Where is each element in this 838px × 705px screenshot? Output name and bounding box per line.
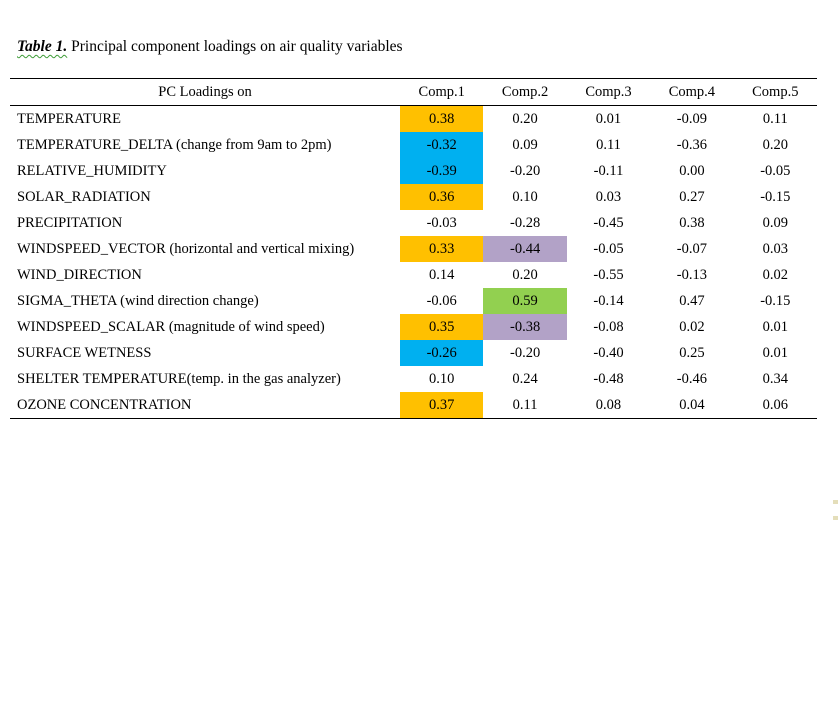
- loading-value-cell: -0.44: [483, 236, 567, 262]
- loading-value-cell: 0.38: [679, 215, 705, 231]
- col-header-comp1: Comp.1: [418, 83, 465, 100]
- loading-value-cell: 0.38: [400, 106, 484, 132]
- loading-value-cell: 0.04: [679, 397, 705, 413]
- loading-value-cell: 0.14: [429, 267, 455, 283]
- loading-value-cell: 0.25: [679, 345, 705, 361]
- loading-value-cell: -0.48: [593, 371, 624, 387]
- row-label: SIGMA_THETA (wind direction change): [17, 293, 259, 309]
- table-row: OZONE CONCENTRATION 0.37 0.11 0.08 0.04 0.06: [10, 392, 817, 418]
- loading-value-cell: -0.15: [760, 189, 791, 205]
- loading-value-cell: 0.11: [596, 137, 621, 153]
- loading-value-cell: -0.55: [593, 267, 624, 283]
- row-label: WINDSPEED_VECTOR (horizontal and vertica…: [17, 241, 355, 257]
- loading-value-cell: 0.59: [483, 288, 567, 314]
- loading-value-cell: -0.05: [760, 163, 791, 179]
- loading-value-cell: -0.20: [509, 163, 541, 179]
- loading-value-cell: 0.03: [762, 241, 788, 257]
- loading-value-cell: -0.11: [593, 163, 624, 179]
- table-row: WINDSPEED_SCALAR (magnitude of wind spee…: [10, 314, 817, 340]
- loading-value-cell: 0.01: [762, 319, 788, 335]
- table-caption-text: Principal component loadings on air qual…: [67, 38, 403, 55]
- row-label: WINDSPEED_SCALAR (magnitude of wind spee…: [17, 319, 325, 335]
- loading-value-cell: -0.09: [676, 111, 707, 127]
- loading-value-cell: 0.02: [679, 319, 705, 335]
- loading-value-cell: 0.34: [762, 371, 788, 387]
- loading-value-cell: -0.20: [509, 345, 541, 361]
- row-label: SHELTER TEMPERATURE(temp. in the gas ana…: [17, 371, 341, 387]
- table-row: TEMPERATURE_DELTA (change from 9am to 2p…: [10, 132, 817, 158]
- loading-value-cell: 0.09: [762, 215, 788, 231]
- loading-value-cell: 0.09: [512, 137, 538, 153]
- loading-value-cell: 0.27: [679, 189, 705, 205]
- loading-value-cell: 0.10: [429, 371, 455, 387]
- table-row: SHELTER TEMPERATURE(temp. in the gas ana…: [10, 366, 817, 392]
- loading-value-cell: 0.37: [400, 392, 484, 418]
- table-row: SOLAR_RADIATION 0.36 0.10 0.03 0.27 -0.15: [10, 184, 817, 210]
- loading-value-cell: 0.11: [512, 397, 538, 413]
- row-label: SOLAR_RADIATION: [17, 189, 151, 205]
- loading-value-cell: -0.40: [593, 345, 624, 361]
- loading-value-cell: 0.36: [400, 184, 484, 210]
- loading-value-cell: 0.20: [512, 111, 538, 127]
- loading-value-cell: -0.08: [593, 319, 624, 335]
- loading-value-cell: 0.01: [762, 345, 788, 361]
- loading-value-cell: -0.14: [593, 293, 624, 309]
- loading-value-cell: -0.06: [426, 293, 457, 309]
- table-row: WIND_DIRECTION 0.14 0.20 -0.55 -0.13 0.02: [10, 262, 817, 288]
- loading-value-cell: 0.35: [400, 314, 484, 340]
- loading-value-cell: 0.47: [679, 293, 705, 309]
- loading-value-cell: 0.24: [512, 371, 538, 387]
- row-label: PRECIPITATION: [17, 215, 123, 231]
- loading-value-cell: -0.05: [593, 241, 624, 257]
- col-header-comp5: Comp.5: [752, 83, 799, 100]
- row-label: TEMPERATURE: [17, 111, 121, 127]
- loading-value-cell: 0.08: [595, 397, 622, 413]
- loading-value-cell: 0.00: [679, 163, 705, 179]
- loading-value-cell: -0.07: [676, 241, 707, 257]
- row-label: SURFACE WETNESS: [17, 345, 152, 361]
- loading-value-cell: -0.15: [760, 293, 791, 309]
- loading-value-cell: 0.03: [595, 189, 622, 205]
- loading-value-cell: 0.20: [512, 267, 538, 283]
- loading-value-cell: -0.45: [593, 215, 624, 231]
- table-row: RELATIVE_HUMIDITY -0.39 -0.20 -0.11 0.00 -0.0…: [10, 158, 817, 184]
- table-body: TEMPERATURE 0.38 0.20 0.01 -0.09 0.11 TEMPERAT…: [10, 106, 817, 418]
- pc-loadings-table: PC Loadings on Comp.1 Comp.2 Comp.3 Comp…: [10, 78, 817, 419]
- loading-value-cell: 0.06: [762, 397, 788, 413]
- loading-value-cell: 0.10: [512, 189, 538, 205]
- loading-value-cell: 0.01: [595, 111, 622, 127]
- loading-value-cell: -0.46: [676, 371, 707, 387]
- loading-value-cell: -0.13: [676, 267, 707, 283]
- loading-value-cell: -0.38: [483, 314, 567, 340]
- table-row: TEMPERATURE 0.38 0.20 0.01 -0.09 0.11: [10, 106, 817, 132]
- row-label: RELATIVE_HUMIDITY: [17, 163, 167, 179]
- table-row: SURFACE WETNESS -0.26 -0.20 -0.40 0.25 0.01: [10, 340, 817, 366]
- loading-value-cell: 0.33: [400, 236, 484, 262]
- col-header-comp4: Comp.4: [668, 83, 716, 100]
- col-header-comp3: Comp.3: [585, 83, 632, 100]
- table-row: WINDSPEED_VECTOR (horizontal and vertica…: [10, 236, 817, 262]
- table-row: SIGMA_THETA (wind direction change) -0.06…: [10, 288, 817, 314]
- screen-edge-artifact: [833, 500, 838, 504]
- loading-value-cell: -0.28: [509, 215, 541, 231]
- loading-value-cell: -0.32: [400, 132, 484, 158]
- col-header-comp2: Comp.2: [501, 83, 549, 100]
- row-label: WIND_DIRECTION: [17, 267, 142, 283]
- loading-value-cell: 0.20: [762, 137, 788, 153]
- loading-value-cell: -0.26: [400, 340, 484, 366]
- loading-value-cell: 0.02: [762, 267, 788, 283]
- table-caption-label: Table 1.: [17, 38, 68, 55]
- table-row: PRECIPITATION -0.03 -0.28 -0.45 0.38 0.09: [10, 210, 817, 236]
- table-header: PC Loadings on Comp.1 Comp.2 Comp.3 Comp…: [10, 79, 817, 106]
- loading-value-cell: 0.11: [762, 111, 788, 127]
- row-label: TEMPERATURE_DELTA (change from 9am to 2p…: [17, 137, 332, 153]
- corner-header: PC Loadings on: [158, 83, 252, 100]
- screen-edge-artifact: [833, 516, 838, 520]
- loading-value-cell: -0.03: [426, 215, 457, 231]
- loading-value-cell: -0.39: [400, 158, 484, 184]
- row-label: OZONE CONCENTRATION: [17, 397, 192, 413]
- loading-value-cell: -0.36: [676, 137, 707, 153]
- table-caption: Table 1. Principal component loadings on…: [17, 38, 403, 56]
